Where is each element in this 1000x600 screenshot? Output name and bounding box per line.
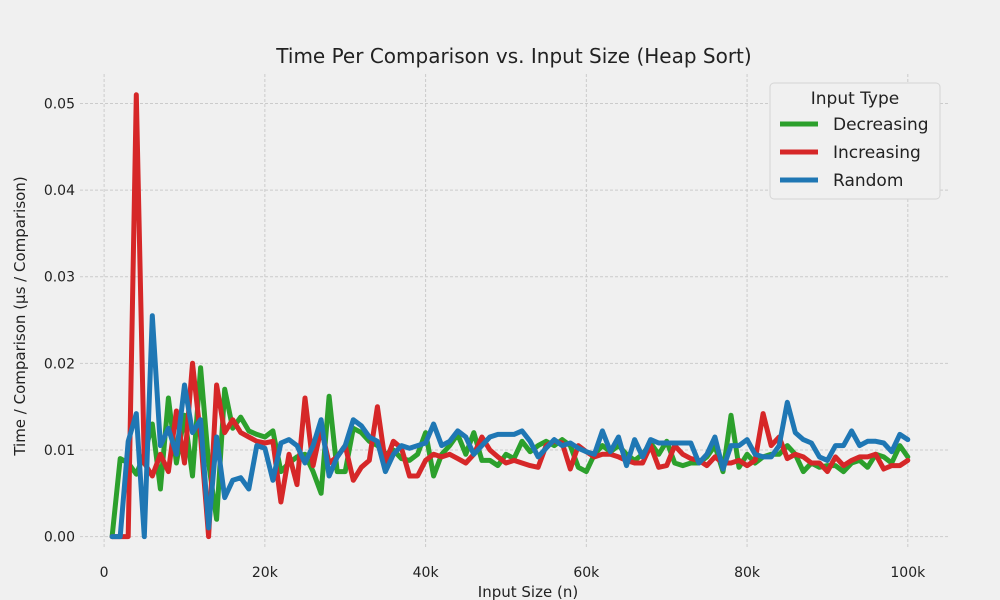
x-tick-label: 100k [890,565,926,581]
legend-label-random: Random [833,171,903,191]
x-axis-title: Input Size (n) [478,583,578,600]
legend: Input Type Decreasing Increasing Random [769,82,941,200]
x-tick-label: 40k [413,565,440,581]
y-tick-label: 0.00 [44,530,75,546]
series-line-increasing [109,92,911,540]
legend-label-increasing: Increasing [833,143,921,163]
y-tick-label: 0.04 [44,183,75,199]
x-tick-label: 0 [100,565,109,581]
series-line-random [109,313,911,540]
y-axis-title: Time / Comparison (μs / Comparison) [11,176,29,456]
y-tick-label: 0.03 [44,270,75,286]
series-lines [109,92,911,540]
y-tick-label: 0.02 [44,356,75,372]
legend-title: Input Type [811,89,899,109]
x-tick-label: 80k [734,565,761,581]
x-tick-label: 60k [573,565,600,581]
y-tick-label: 0.01 [44,443,75,459]
legend-box [769,82,941,200]
grid-lines [80,74,948,547]
tick-labels: 0 20k 40k 60k 80k 100k 0.00 0.01 0.02 0.03 0.04 0.0… [44,96,926,581]
x-tick-label: 20k [252,565,279,581]
chart-title: Time Per Comparison vs. Input Size (Heap… [275,44,751,68]
legend-label-decreasing: Decreasing [833,115,929,135]
y-tick-label: 0.05 [44,96,75,112]
